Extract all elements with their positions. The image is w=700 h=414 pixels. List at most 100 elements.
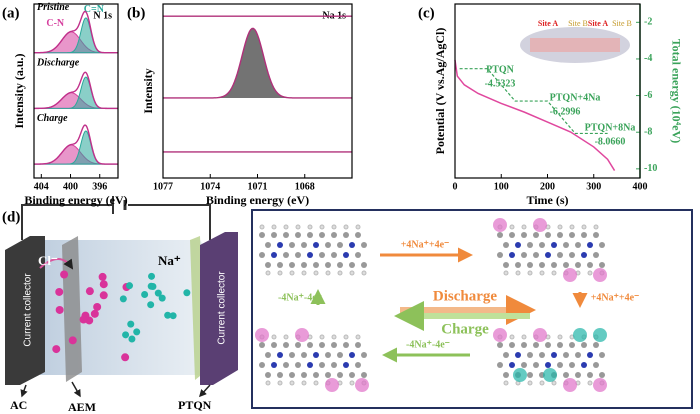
cl-ion [68, 336, 77, 345]
atom [497, 252, 503, 258]
x-tick-label: 400 [633, 181, 648, 192]
atom [593, 232, 599, 238]
step-label: +4Na⁺+4e⁻ [591, 292, 640, 303]
atom [557, 232, 563, 238]
panel-label: (a) [2, 5, 20, 21]
h-atom [551, 380, 557, 386]
y2-tick-label: -4 [644, 53, 652, 64]
atom [349, 262, 355, 268]
atom [361, 372, 367, 378]
component-peak [34, 76, 118, 109]
y2-tick-label: -6 [644, 90, 652, 101]
atom [587, 372, 593, 378]
atom [575, 242, 581, 248]
x-tick-label: 0 [453, 181, 458, 192]
annotation: PTQN+8Na [585, 122, 636, 133]
atom [295, 342, 301, 348]
na-atom [493, 328, 507, 342]
pointer [71, 381, 81, 398]
h-atom [349, 380, 355, 386]
inset-label: Site B [612, 19, 632, 28]
atom [557, 342, 563, 348]
h-atom [265, 380, 271, 386]
ion-arrow [39, 258, 74, 270]
atom [337, 372, 343, 378]
atom [521, 252, 527, 258]
atom [527, 262, 533, 268]
atom [521, 342, 527, 348]
atom [361, 262, 367, 268]
collector-label: Current collector [23, 273, 34, 347]
atom [313, 242, 319, 248]
atom [325, 242, 331, 248]
atom [319, 342, 325, 348]
h-atom [295, 224, 301, 230]
atom [331, 342, 337, 348]
x-tick-label: 1071 [248, 181, 268, 192]
atom [355, 232, 361, 238]
h-atom [331, 224, 337, 230]
x-tick-label: 400 [63, 181, 78, 192]
x-tick-label: 100 [494, 181, 509, 192]
atom [313, 262, 319, 268]
peak-label: C=N [84, 4, 105, 15]
atom [545, 252, 551, 258]
spectrum-name: Discharge [36, 57, 80, 68]
atom [551, 352, 557, 358]
h-atom [343, 224, 349, 230]
plot-frame [162, 3, 353, 179]
atom [295, 252, 301, 258]
atom [581, 252, 587, 258]
atom [527, 352, 533, 358]
atom [313, 352, 319, 358]
atom [545, 362, 551, 368]
atom [343, 362, 349, 368]
h-atom [289, 380, 295, 386]
step-label: -4Na⁺-4e⁻ [406, 339, 450, 350]
spectrum [33, 124, 118, 165]
cl-ion [79, 315, 88, 324]
wire [21, 204, 211, 240]
atom [581, 342, 587, 348]
atom [599, 372, 605, 378]
h-atom [539, 270, 545, 276]
atom [319, 362, 325, 368]
atom [283, 362, 289, 368]
h-atom [361, 270, 367, 276]
atom [289, 352, 295, 358]
annotation: -4.5323 [485, 78, 516, 89]
atom [587, 242, 593, 248]
y-axis-label: Intensity (a.u.) [12, 53, 26, 128]
atom [575, 352, 581, 358]
na-atom [593, 328, 607, 342]
atom [277, 242, 283, 248]
atom [265, 352, 271, 358]
part-label: AC [10, 398, 27, 412]
atom [515, 262, 521, 268]
na-atom [563, 268, 577, 282]
atom [551, 242, 557, 248]
cl-ion [60, 270, 69, 279]
atom [563, 352, 569, 358]
inset-label: Site B [568, 19, 588, 28]
na-ion [148, 272, 156, 280]
na-ion [164, 311, 172, 319]
h-atom [521, 224, 527, 230]
na-atom [355, 378, 369, 392]
na-ion [149, 283, 157, 291]
pointer [198, 384, 211, 398]
h-atom [331, 334, 337, 340]
h-atom [503, 270, 509, 276]
h-atom [569, 224, 575, 230]
atom [313, 372, 319, 378]
panel-label: (c) [418, 5, 435, 21]
h-atom [587, 380, 593, 386]
inset-label: Site A [538, 19, 558, 28]
atom [331, 232, 337, 238]
atom [509, 342, 515, 348]
h-atom [271, 224, 277, 230]
atom [527, 242, 533, 248]
h-atom [587, 270, 593, 276]
h-atom [283, 224, 289, 230]
cl-ion [98, 272, 107, 281]
